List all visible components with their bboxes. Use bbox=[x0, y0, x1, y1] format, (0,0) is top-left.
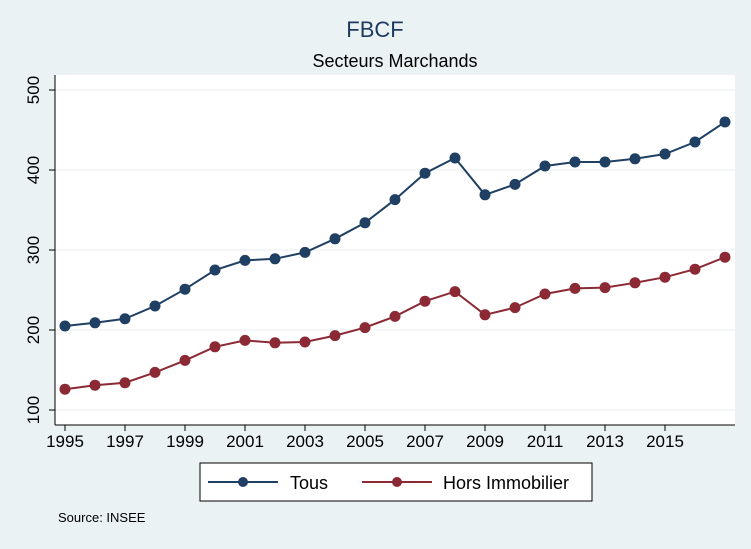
y-tick-label: 300 bbox=[24, 236, 43, 264]
y-tick-label: 100 bbox=[24, 396, 43, 424]
y-tick-label: 500 bbox=[24, 76, 43, 104]
data-point bbox=[719, 251, 731, 263]
series-0 bbox=[59, 116, 731, 332]
chart-title: FBCF bbox=[346, 17, 403, 42]
data-point bbox=[119, 377, 131, 389]
data-point bbox=[599, 282, 611, 294]
data-point bbox=[629, 277, 641, 289]
series-layer bbox=[59, 116, 731, 395]
y-axis-ticks: 100 200 300 400 500 bbox=[24, 76, 55, 424]
data-point bbox=[179, 354, 191, 366]
data-point bbox=[119, 313, 131, 325]
data-point bbox=[149, 366, 161, 378]
data-point bbox=[239, 254, 251, 266]
legend-marker-tous bbox=[238, 477, 248, 487]
data-point bbox=[59, 320, 71, 332]
data-point bbox=[89, 379, 101, 391]
data-point bbox=[419, 167, 431, 179]
data-point bbox=[539, 160, 551, 172]
legend-marker-hors-immobilier bbox=[392, 477, 402, 487]
data-point bbox=[89, 317, 101, 329]
data-point bbox=[329, 330, 341, 342]
data-point bbox=[209, 341, 221, 353]
data-point bbox=[719, 116, 731, 128]
data-point bbox=[389, 310, 401, 322]
data-point bbox=[539, 288, 551, 300]
x-tick-label: 1997 bbox=[106, 432, 144, 451]
data-point bbox=[479, 309, 491, 321]
legend: Tous Hors Immobilier bbox=[199, 462, 593, 502]
data-point bbox=[509, 178, 521, 190]
data-point bbox=[269, 337, 281, 349]
data-point bbox=[299, 246, 311, 258]
data-point bbox=[449, 152, 461, 164]
data-point bbox=[239, 334, 251, 346]
data-point bbox=[209, 264, 221, 276]
data-point bbox=[449, 286, 461, 298]
data-point bbox=[659, 148, 671, 160]
data-point bbox=[509, 302, 521, 314]
data-point bbox=[479, 189, 491, 201]
data-point bbox=[269, 253, 281, 265]
data-point bbox=[149, 300, 161, 312]
x-tick-label: 1995 bbox=[46, 432, 84, 451]
data-point bbox=[359, 217, 371, 229]
x-tick-label: 2003 bbox=[286, 432, 324, 451]
x-tick-label: 2013 bbox=[586, 432, 624, 451]
source-note: Source: INSEE bbox=[58, 510, 146, 525]
data-point bbox=[629, 153, 641, 165]
x-tick-label: 2005 bbox=[346, 432, 384, 451]
data-point bbox=[389, 194, 401, 206]
x-tick-label: 2011 bbox=[527, 432, 564, 451]
data-point bbox=[659, 271, 671, 283]
x-tick-label: 2015 bbox=[646, 432, 684, 451]
x-tick-label: 2009 bbox=[466, 432, 504, 451]
data-point bbox=[359, 322, 371, 334]
x-tick-label: 2007 bbox=[406, 432, 444, 451]
data-point bbox=[419, 295, 431, 307]
data-point bbox=[329, 233, 341, 245]
y-tick-label: 400 bbox=[24, 156, 43, 184]
gridlines bbox=[55, 89, 735, 411]
data-point bbox=[569, 282, 581, 294]
data-point bbox=[569, 156, 581, 168]
data-point bbox=[689, 263, 701, 275]
series-1 bbox=[59, 251, 731, 395]
x-tick-label: 2001 bbox=[226, 432, 264, 451]
data-point bbox=[689, 136, 701, 148]
data-point bbox=[179, 283, 191, 295]
x-tick-label: 1999 bbox=[166, 432, 204, 451]
data-point bbox=[299, 336, 311, 348]
x-axis-ticks: 1995 1997 1999 2001 2003 2005 2007 2009 2011 2013… bbox=[46, 425, 684, 451]
data-point bbox=[59, 383, 71, 395]
legend-label-tous: Tous bbox=[290, 473, 328, 493]
data-point bbox=[599, 156, 611, 168]
y-tick-label: 200 bbox=[24, 316, 43, 344]
chart-subtitle: Secteurs Marchands bbox=[312, 51, 477, 71]
legend-label-hors-immobilier: Hors Immobilier bbox=[443, 473, 569, 493]
